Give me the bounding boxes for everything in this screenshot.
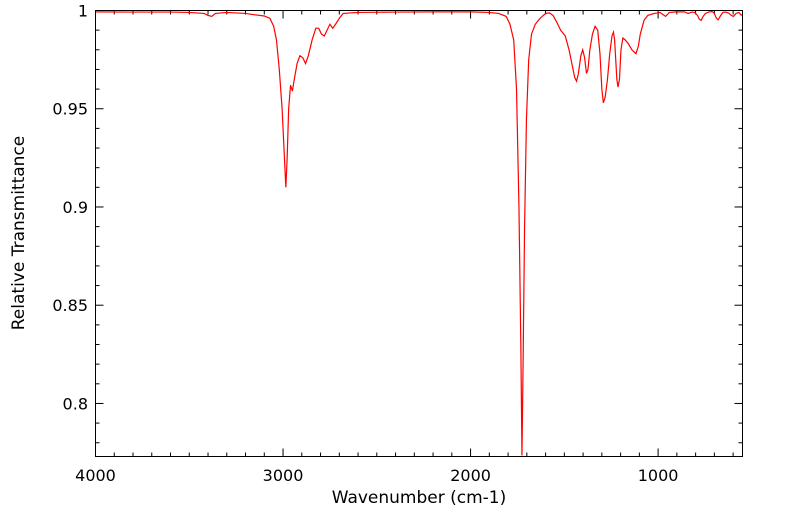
y-tick-label: 0.9 <box>63 198 88 217</box>
x-axis-label: Wavenumber (cm-1) <box>332 488 507 508</box>
spectrum-series-line <box>95 10 743 456</box>
y-tick-label: 0.95 <box>52 100 88 119</box>
y-tick-label: 0.85 <box>52 296 88 315</box>
x-tick-label: 3000 <box>263 466 304 485</box>
x-tick-labels: 4000 3000 2000 1000 <box>75 466 678 485</box>
y-tick-label: 0.8 <box>63 394 88 413</box>
x-tick-label: 4000 <box>75 466 116 485</box>
y-tick-labels: 1 0.95 0.9 0.85 0.8 <box>52 2 88 414</box>
x-tick-label: 2000 <box>450 466 491 485</box>
x-tick-label: 1000 <box>638 466 679 485</box>
plot-area-frame <box>95 10 743 457</box>
tick-marks <box>95 10 743 457</box>
y-axis-label: Relative Transmittance <box>9 136 29 331</box>
y-tick-label: 1 <box>78 2 88 21</box>
